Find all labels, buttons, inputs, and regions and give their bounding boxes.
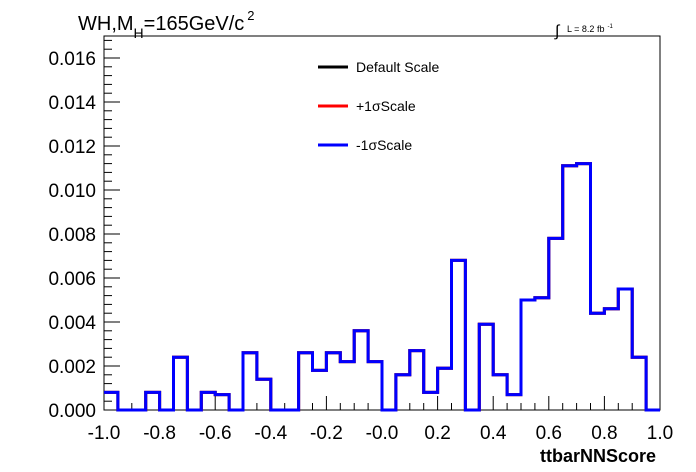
lumi-superscript: -1 (607, 24, 613, 30)
y-tick-label: 0.014 (48, 93, 96, 114)
title-tail: =165GeV/c (144, 13, 245, 35)
lumi-text: L = 8.2 fb (567, 24, 604, 34)
y-tick-label: 0.010 (48, 181, 96, 202)
title-main: WH,M (78, 13, 134, 35)
x-tick-label: -0.4 (254, 423, 287, 444)
lumi-integral-icon: ∫ (554, 23, 561, 40)
y-tick-label: 0.006 (48, 269, 96, 290)
legend-label: Default Scale (356, 59, 439, 75)
x-tick-label: -0.2 (310, 423, 343, 444)
title-superscript: 2 (247, 8, 254, 23)
legend-label: -1σScale (356, 137, 412, 153)
legend: Default Scale +1σScale -1σScale (318, 59, 439, 153)
x-axis-title: ttbarNNScore (540, 446, 656, 466)
y-tick-label: 0.016 (48, 49, 96, 70)
x-tick-label: -0.0 (366, 423, 399, 444)
chart-title: WH,MH=165GeV/c 2 (78, 8, 255, 41)
x-tick-label: -1.0 (88, 423, 121, 444)
x-axis: -1.0 -0.8 -0.6 -0.4 -0.2 -0.0 0.2 0.4 0.6 0.8 1.0 (88, 396, 673, 444)
y-tick-label: 0.008 (48, 225, 96, 246)
y-tick-label: 0.012 (48, 137, 96, 158)
x-tick-label: 0.6 (536, 423, 562, 444)
plot-frame (103, 35, 661, 411)
x-tick-label: 0.2 (424, 423, 450, 444)
y-tick-label: 0.000 (48, 401, 96, 422)
y-tick-label: 0.004 (48, 313, 96, 334)
x-tick-label: -0.8 (143, 423, 176, 444)
series-layer (104, 162, 660, 412)
y-tick-label: 0.002 (48, 357, 96, 378)
title-subscript: H (134, 25, 144, 41)
legend-label: +1σScale (356, 98, 416, 114)
x-tick-label: 1.0 (647, 423, 673, 444)
x-tick-label: -0.6 (199, 423, 232, 444)
series-line-2 (104, 162, 660, 412)
x-tick-label: 0.8 (591, 423, 617, 444)
x-tick-label: 0.4 (480, 423, 507, 444)
y-axis: 0.000 0.002 0.004 0.006 0.008 0.010 0.012 0.014… (48, 39, 120, 422)
lumi-label: L = 8.2 fb -1 (567, 24, 613, 34)
